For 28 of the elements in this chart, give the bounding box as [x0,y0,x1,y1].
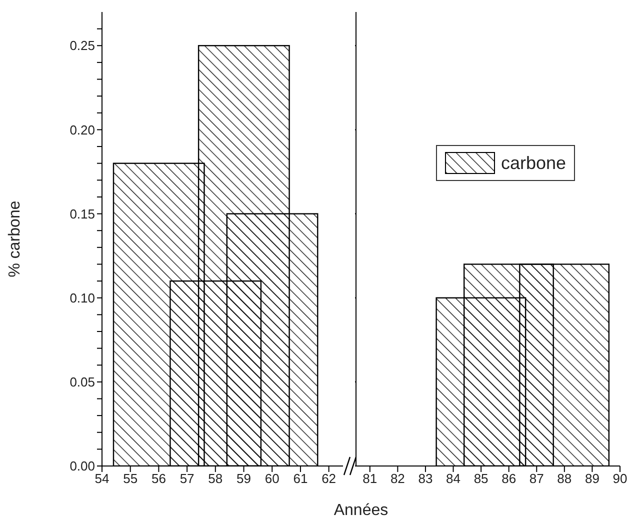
y-tick-label: 0.10 [70,290,95,306]
y-tick-label: 0.20 [70,122,95,138]
y-tick-label: 0.00 [70,458,95,474]
x-axis-title: Années [332,502,390,520]
x-tick-label: 58 [208,471,223,486]
x-tick-label: 60 [264,471,280,486]
x-tick-label: 83 [418,471,433,486]
x-tick-label: 55 [123,471,138,486]
x-tick-label: 82 [390,471,405,486]
x-tick-label: 88 [557,471,572,486]
legend-label: carbone [500,152,566,174]
y-tick-label: 0.25 [70,38,95,54]
x-tick-label: 86 [502,471,516,486]
x-tick-label: 57 [180,471,194,486]
y-axis-title: % carbone [6,200,24,278]
x-tick-label: 62 [322,471,336,486]
y-tick-label: 0.05 [70,374,95,390]
x-tick-label: 61 [293,471,308,486]
x-tick-label: 81 [362,471,378,486]
x-tick-label: 89 [584,471,600,486]
x-tick-label: 87 [529,471,544,486]
x-tick-label: 85 [474,471,488,486]
x-tick-label: 90 [612,471,628,486]
y-tick-label: 0.15 [70,206,95,222]
x-tick-label: 59 [236,471,251,486]
x-tick-label: 56 [151,471,166,486]
x-tick-label: 54 [94,471,110,486]
x-tick-label: 84 [446,471,460,486]
